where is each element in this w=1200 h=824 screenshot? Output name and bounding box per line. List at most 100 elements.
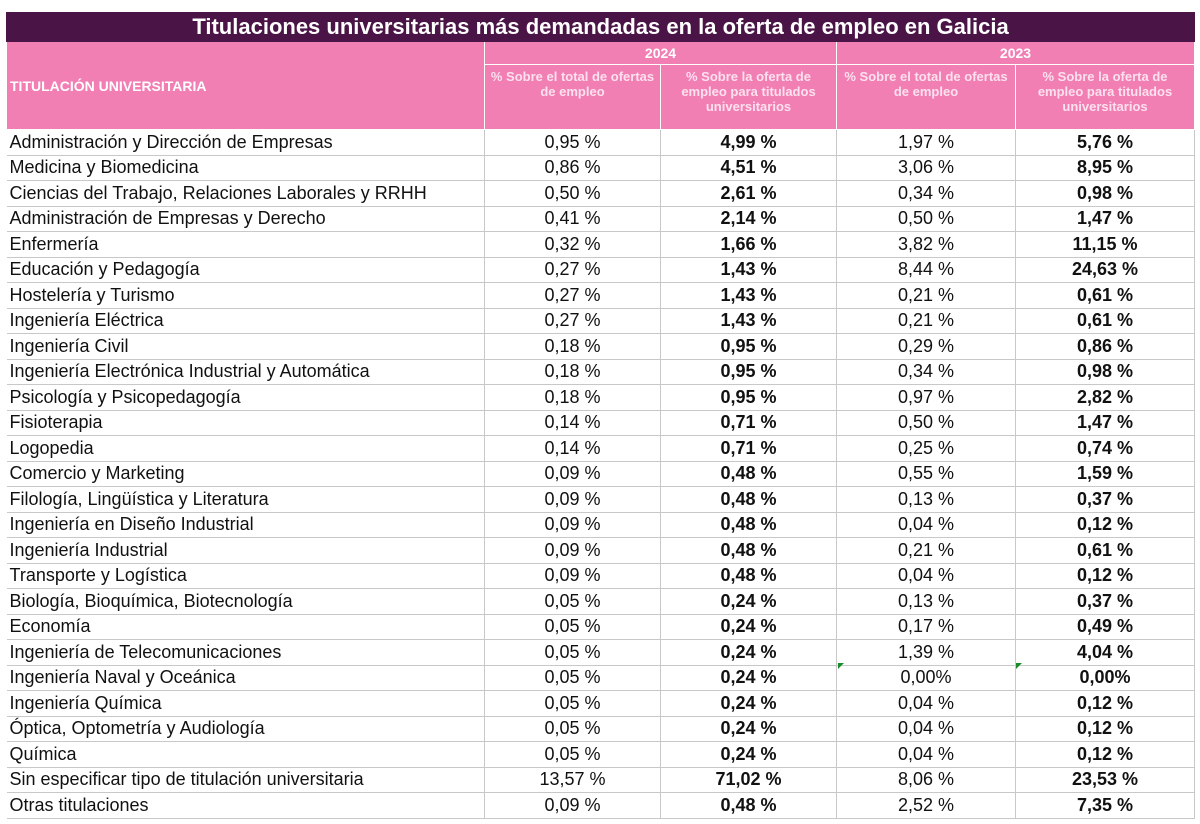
table-row: Logopedia 0,14 % 0,71 % 0,25 % 0,74 %: [6, 435, 1196, 462]
col-header-titulados-2023: % Sobre la oferta de empleo para titulad…: [1014, 64, 1196, 130]
table-row: Ingeniería Naval y Oceánica 0,05 % 0,24 % 0…: [6, 665, 1196, 691]
table-row: Ingeniería Química 0,05 % 0,24 % 0,04 % 0,12…: [6, 690, 1196, 717]
cell-2023-titulados: 1,47 %: [1015, 410, 1196, 436]
row-label: Enfermería: [6, 231, 485, 258]
cell-2024-total: 0,14 %: [484, 435, 661, 462]
cell-2024-titulados: 1,66 %: [660, 231, 837, 258]
row-label: Administración y Dirección de Empresas: [6, 129, 485, 156]
cell-2024-titulados: 0,71 %: [660, 435, 837, 462]
cell-2023-titulados: 0,61 %: [1015, 537, 1196, 564]
col-header-total-2024: % Sobre el total de ofertas de empleo: [484, 64, 661, 130]
cell-2024-total: 0,05 %: [484, 639, 661, 666]
table-row: Filología, Lingüística y Literatura 0,09 …: [6, 486, 1196, 513]
table-row: Economía 0,05 % 0,24 % 0,17 % 0,49 %: [6, 614, 1196, 640]
cell-2023-titulados: 11,15 %: [1015, 231, 1196, 258]
col-header-total-2023: % Sobre el total de ofertas de empleo: [836, 64, 1016, 130]
green-triangle-icon: [838, 663, 844, 669]
table-row: Ingeniería Eléctrica 0,27 % 1,43 % 0,21 % 0,…: [6, 308, 1196, 334]
row-label: Filología, Lingüística y Literatura: [6, 486, 485, 513]
cell-2023-total: 0,04 %: [836, 690, 1016, 717]
cell-2023-titulados: 5,76 %: [1015, 129, 1196, 156]
cell-2024-total: 0,05 %: [484, 588, 661, 615]
cell-2023-titulados: 0,12 %: [1015, 563, 1196, 589]
cell-2024-titulados: 71,02 %: [660, 767, 837, 793]
cell-2024-total: 0,09 %: [484, 512, 661, 538]
cell-2024-total: 0,95 %: [484, 129, 661, 156]
cell-2023-titulados: 0,00%: [1015, 665, 1196, 691]
table-row: Hostelería y Turismo 0,27 % 1,43 % 0,21 % 0,…: [6, 282, 1196, 309]
row-label: Ingeniería en Diseño Industrial: [6, 512, 485, 538]
table-row: Psicología y Psicopedagogía 0,18 % 0,95 % 0…: [6, 384, 1196, 411]
cell-2023-total: 0,21 %: [836, 282, 1016, 309]
table-row: Sin especificar tipo de titulación unive…: [6, 767, 1196, 793]
cell-2024-total: 0,05 %: [484, 690, 661, 717]
cell-2023-titulados: 0,86 %: [1015, 333, 1196, 360]
cell-2023-total: 0,50 %: [836, 410, 1016, 436]
data-table: Titulaciones universitarias más demandad…: [5, 12, 1196, 819]
cell-2023-total: 0,34 %: [836, 359, 1016, 385]
cell-2024-total: 0,09 %: [484, 461, 661, 487]
year-header-2024: 2024: [484, 41, 837, 65]
cell-2024-total: 0,05 %: [484, 665, 661, 691]
table-row: Ingeniería Industrial 0,09 % 0,48 % 0,21 % 0…: [6, 537, 1196, 564]
cell-2023-total: 0,55 %: [836, 461, 1016, 487]
cell-2023-titulados: 0,74 %: [1015, 435, 1196, 462]
cell-2023-total: 0,29 %: [836, 333, 1016, 360]
cell-2023-total: 0,97 %: [836, 384, 1016, 411]
cell-2023-total: 0,13 %: [836, 486, 1016, 513]
cell-2024-titulados: 0,95 %: [660, 384, 837, 411]
table-row: Óptica, Optometría y Audiología 0,05 % 0,2…: [6, 716, 1196, 742]
cell-2024-titulados: 0,48 %: [660, 512, 837, 538]
row-label: Ingeniería Eléctrica: [6, 308, 485, 334]
row-label: Ingeniería Industrial: [6, 537, 485, 564]
cell-2024-titulados: 4,51 %: [660, 155, 837, 181]
row-label: Química: [6, 741, 485, 768]
cell-2024-total: 0,27 %: [484, 308, 661, 334]
table-row: Biología, Bioquímica, Biotecnología 0,05 …: [6, 588, 1196, 615]
cell-2024-total: 0,09 %: [484, 537, 661, 564]
cell-2023-titulados: 0,49 %: [1015, 614, 1196, 640]
cell-2024-titulados: 0,71 %: [660, 410, 837, 436]
cell-2023-titulados: 0,12 %: [1015, 741, 1196, 768]
row-label: Fisioterapia: [6, 410, 485, 436]
cell-2024-total: 0,18 %: [484, 359, 661, 385]
green-triangle-icon: [1016, 663, 1022, 669]
cell-2024-total: 0,05 %: [484, 716, 661, 742]
cell-2024-total: 0,18 %: [484, 384, 661, 411]
row-label: Ingeniería de Telecomunicaciones: [6, 639, 485, 666]
cell-2024-titulados: 0,48 %: [660, 792, 837, 819]
table-row: Ingeniería Civil 0,18 % 0,95 % 0,29 % 0,86 %: [6, 333, 1196, 360]
cell-2023-titulados: 0,12 %: [1015, 512, 1196, 538]
cell-2023-titulados: 0,37 %: [1015, 486, 1196, 513]
cell-2023-total: 0,04 %: [836, 512, 1016, 538]
cell-2023-total: 0,04 %: [836, 716, 1016, 742]
cell-2024-titulados: 0,95 %: [660, 359, 837, 385]
row-label: Educación y Pedagogía: [6, 257, 485, 283]
cell-2023-total: 1,39 %: [836, 639, 1016, 666]
table-container: Titulaciones universitarias más demandad…: [5, 12, 1196, 819]
table-row: Otras titulaciones 0,09 % 0,48 % 2,52 % 7,35…: [6, 792, 1196, 819]
cell-2023-titulados: 1,47 %: [1015, 206, 1196, 232]
cell-2024-total: 0,09 %: [484, 486, 661, 513]
cell-2024-titulados: 0,48 %: [660, 461, 837, 487]
cell-2023-total: 0,50 %: [836, 206, 1016, 232]
table-body: Administración y Dirección de Empresas 0,…: [6, 129, 1196, 819]
table-row: Ciencias del Trabajo, Relaciones Laboral…: [6, 180, 1196, 207]
cell-2024-titulados: 0,24 %: [660, 639, 837, 666]
cell-2023-total: 0,25 %: [836, 435, 1016, 462]
cell-2024-total: 0,86 %: [484, 155, 661, 181]
cell-2023-titulados: 2,82 %: [1015, 384, 1196, 411]
cell-2024-total: 0,27 %: [484, 257, 661, 283]
row-label: Logopedia: [6, 435, 485, 462]
table-row: Medicina y Biomedicina 0,86 % 4,51 % 3,06 %…: [6, 155, 1196, 181]
cell-2024-titulados: 0,24 %: [660, 665, 837, 691]
table-row: Fisioterapia 0,14 % 0,71 % 0,50 % 1,47 %: [6, 410, 1196, 436]
cell-2024-titulados: 1,43 %: [660, 282, 837, 309]
table-row: Ingeniería de Telecomunicaciones 0,05 % 0,…: [6, 639, 1196, 666]
cell-2023-titulados: 0,12 %: [1015, 690, 1196, 717]
cell-2023-total: 3,82 %: [836, 231, 1016, 258]
table-title: Titulaciones universitarias más demandad…: [5, 12, 1196, 42]
cell-2024-titulados: 1,43 %: [660, 257, 837, 283]
table-row: Transporte y Logística 0,09 % 0,48 % 0,04 %…: [6, 563, 1196, 589]
table-row: Enfermería 0,32 % 1,66 % 3,82 % 11,15 %: [6, 231, 1196, 258]
